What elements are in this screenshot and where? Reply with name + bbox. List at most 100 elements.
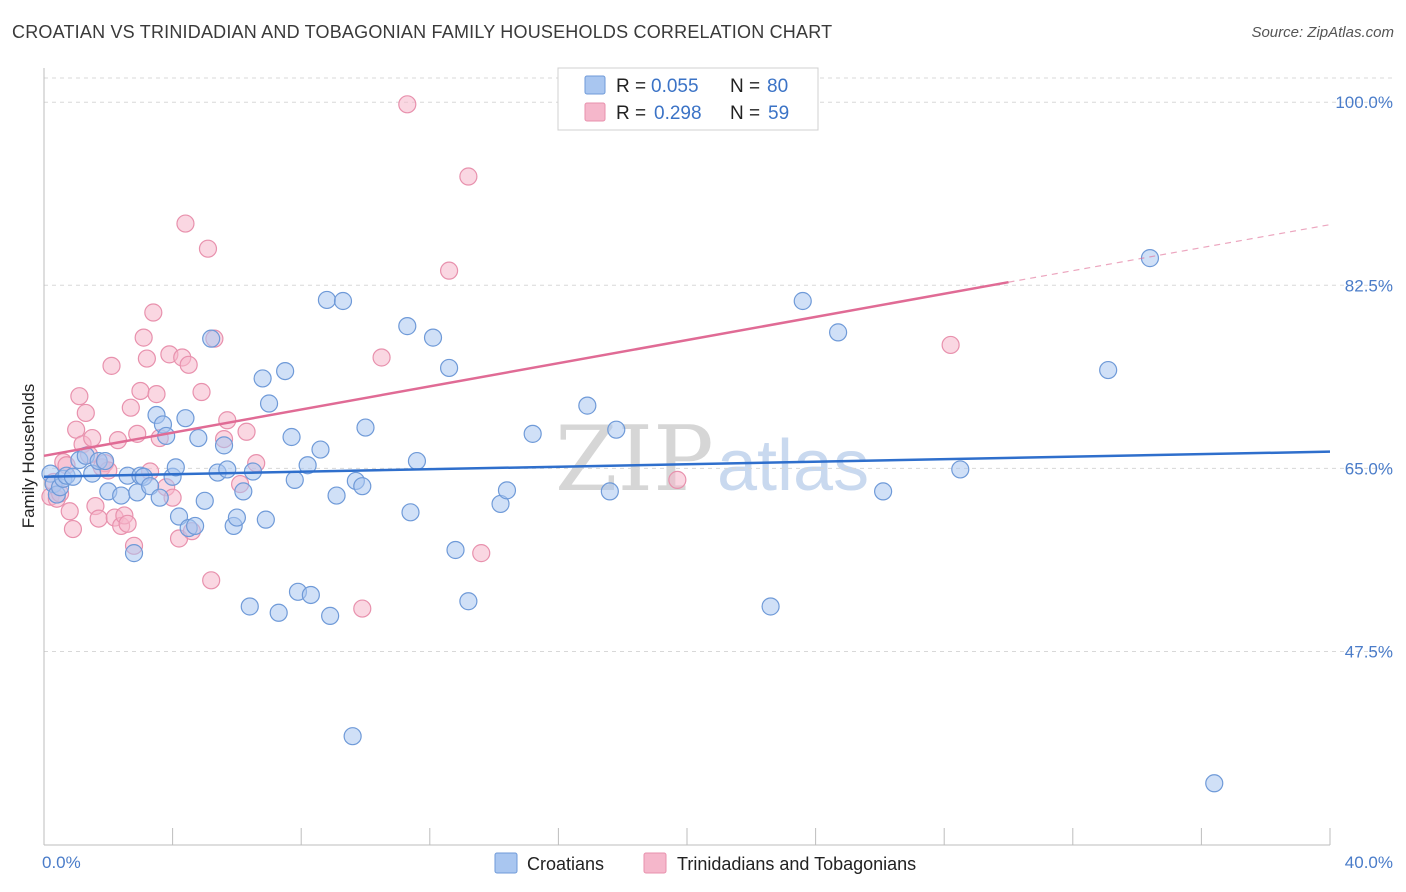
croatians-point-74 (793, 291, 812, 311)
croatians-point-71 (600, 482, 619, 501)
legend-n-label-trinidadians: N = (730, 103, 760, 124)
stats-legend: R = 0.055 N = 80 R = 0.298 N = 59 (557, 67, 819, 131)
bottom-legend-swatch-trinidadians (643, 852, 667, 874)
croatians-point-11 (95, 451, 115, 471)
legend-n-value-trinidadians: 59 (768, 103, 789, 124)
trend-lines (43, 224, 1331, 479)
series-trinidadians-points (41, 95, 960, 618)
trinidadians-point-33 (147, 385, 166, 404)
croatians-point-51 (311, 440, 330, 459)
croatians-point-64 (439, 358, 459, 378)
legend-r-value-croatians: 0.055 (651, 76, 699, 97)
x-tick-label-max: 40.0% (1345, 853, 1393, 872)
bottom-legend-label-trinidadians: Trinidadians and Tobagonians (677, 854, 916, 874)
croatians-point-45 (276, 361, 295, 381)
croatians-point-37 (227, 508, 246, 527)
trinidadians-point-13 (83, 428, 102, 448)
croatians-point-31 (195, 491, 214, 510)
source-credit: Source: ZipAtlas.com (1251, 24, 1394, 41)
trinidadians-point-29 (134, 328, 153, 347)
croatians-point-50 (301, 585, 320, 605)
trinidadians-point-25 (121, 398, 140, 417)
legend-swatch-trinidadians (584, 102, 606, 122)
croatians-point-27 (176, 409, 195, 428)
croatians-point-76 (874, 482, 893, 501)
trinidadians-point-28 (131, 381, 150, 401)
trinidadians-point-48 (218, 411, 237, 430)
croatians-point-55 (333, 291, 353, 311)
croatians-point-39 (240, 597, 259, 616)
series-legend: Croatians Trinidadians and Tobagonians (494, 852, 916, 874)
y-tick-labels: 47.5% 65.0% 82.5% 100.0% (1335, 93, 1393, 661)
trinidadians-point-15 (89, 509, 108, 528)
croatians-point-75 (829, 323, 848, 342)
croatians-point-25 (166, 458, 185, 477)
trinidadians-point-59 (941, 335, 960, 355)
trinidadians-point-21 (108, 431, 128, 450)
trinidadians-point-58 (668, 470, 687, 489)
y-tick-label-100: 100.0% (1335, 93, 1393, 112)
trinidadians-point-40 (176, 214, 195, 233)
croatians-point-56 (343, 727, 362, 746)
croatians-point-32 (202, 329, 221, 348)
croatians-point-78 (1099, 360, 1118, 380)
croatians-point-49 (298, 456, 317, 475)
croatians-point-69 (523, 424, 542, 443)
trinidadians-point-11 (76, 403, 95, 423)
croatians-point-66 (459, 592, 478, 611)
trinidadians-point-7 (63, 519, 83, 539)
trinidadians-trend-extension (1008, 224, 1331, 283)
trinidadians-point-30 (137, 349, 156, 368)
legend-n-value-croatians: 80 (767, 76, 788, 97)
croatians-point-42 (256, 510, 275, 529)
x-axis-ticks (43, 828, 1331, 845)
trinidadians-point-24 (118, 514, 137, 533)
croatians-point-44 (269, 603, 288, 622)
croatians-point-62 (407, 451, 427, 471)
croatians-point-46 (282, 427, 301, 447)
croatians-point-47 (285, 470, 304, 489)
croatians-point-73 (761, 597, 780, 616)
croatians-point-77 (951, 460, 970, 479)
croatians-point-72 (607, 420, 626, 439)
trinidadians-point-56 (459, 167, 478, 186)
croatians-point-35 (218, 460, 237, 479)
croatians-point-29 (186, 516, 205, 536)
legend-r-label-trinidadians: R = (616, 103, 646, 124)
croatians-point-30 (189, 428, 208, 448)
watermark-zip: ZIP (555, 407, 714, 512)
trinidadians-point-52 (353, 599, 372, 618)
croatians-point-54 (327, 486, 346, 505)
croatians-point-21 (150, 488, 169, 507)
croatians-point-70 (578, 396, 597, 415)
y-tick-label-65: 65.0% (1345, 459, 1393, 478)
trinidadians-point-44 (198, 239, 218, 258)
bottom-legend-label-croatians: Croatians (527, 854, 604, 874)
trinidadians-trend-line (43, 280, 1009, 458)
croatians-point-61 (401, 503, 420, 522)
watermark-atlas: atlas (717, 426, 869, 506)
croatians-point-80 (1205, 774, 1224, 793)
y-tick-label-82.5: 82.5% (1345, 276, 1393, 295)
chart-title: CROATIAN VS TRINIDADIAN AND TOBAGONIAN F… (12, 22, 833, 42)
trinidadians-point-54 (398, 95, 417, 114)
trinidadians-point-9 (70, 387, 89, 406)
legend-n-label-croatians: N = (730, 76, 760, 97)
croatians-point-59 (356, 418, 375, 437)
trinidadians-point-45 (202, 571, 221, 590)
croatians-point-58 (353, 477, 372, 496)
bottom-legend-swatch-croatians (494, 852, 518, 874)
croatians-trend-line (43, 450, 1331, 479)
trinidadians-point-41 (179, 355, 198, 374)
y-axis-title: Family Households (19, 384, 38, 529)
croatians-point-60 (398, 317, 417, 336)
croatians-point-38 (234, 482, 253, 501)
legend-r-value-trinidadians: 0.298 (654, 103, 702, 124)
gridlines (44, 77, 1393, 652)
croatians-point-41 (253, 369, 272, 388)
croatians-point-13 (112, 486, 131, 505)
croatians-point-15 (124, 544, 144, 563)
trinidadians-point-50 (237, 422, 256, 441)
trinidadians-point-6 (60, 502, 79, 521)
